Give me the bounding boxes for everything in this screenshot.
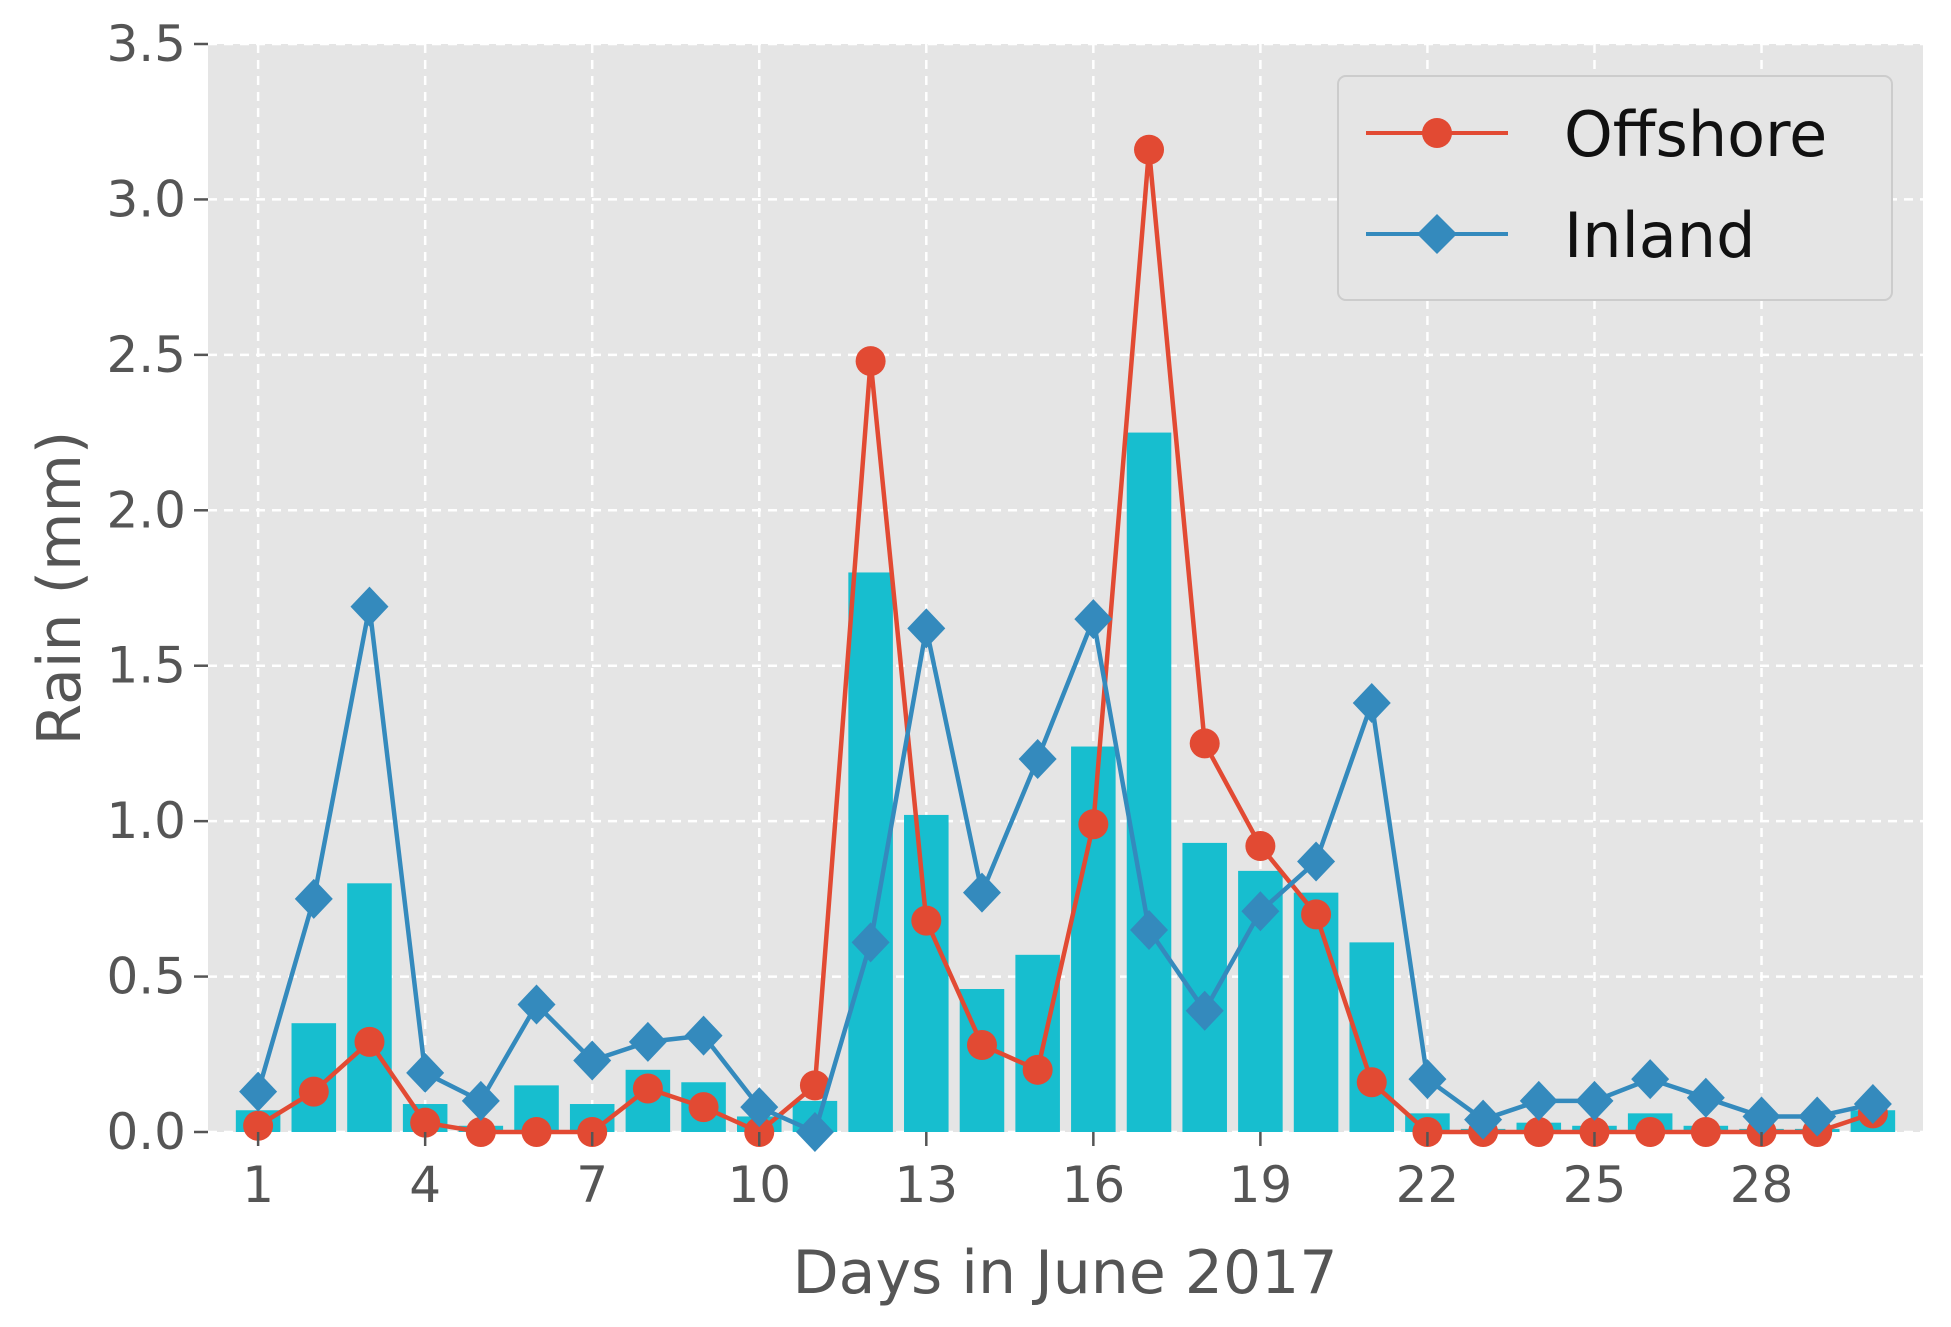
offshore-point-day-26	[1635, 1117, 1666, 1147]
x-tick-label: 19	[1229, 1156, 1293, 1214]
inland-point-day-23	[1464, 1099, 1503, 1140]
inland-point-day-13	[907, 608, 946, 649]
offshore-point-day-13	[911, 905, 942, 936]
x-tick-label: 10	[727, 1156, 791, 1214]
inland-point-day-2	[294, 878, 333, 919]
x-tick-label: 4	[409, 1156, 441, 1214]
offshore-point-day-24	[1523, 1117, 1554, 1147]
inland-point-day-7	[573, 1040, 612, 1081]
bar-day-15	[1015, 954, 1060, 1132]
offshore-point-day-16	[1078, 809, 1109, 840]
inland-point-day-28	[1742, 1096, 1781, 1137]
inland-point-day-10	[740, 1087, 779, 1128]
y-tick-label: 1.0	[106, 792, 186, 850]
inland-point-day-14	[962, 872, 1001, 913]
inland-point-day-22	[1408, 1059, 1447, 1100]
inland-point-day-11	[795, 1112, 834, 1152]
legend-offshore-marker	[1422, 118, 1452, 148]
offshore-point-day-15	[1022, 1054, 1053, 1085]
inland-point-day-18	[1185, 990, 1224, 1031]
inland-point-day-12	[851, 922, 890, 963]
offshore-point-day-20	[1301, 899, 1332, 930]
inland-point-day-21	[1352, 683, 1391, 724]
y-tick-label: 2.0	[106, 481, 186, 539]
offshore-point-day-11	[799, 1070, 830, 1101]
inland-point-day-25	[1575, 1080, 1614, 1121]
offshore-point-day-17	[1134, 134, 1165, 165]
inland-point-day-19	[1241, 891, 1280, 932]
x-tick-label: 7	[576, 1156, 608, 1214]
offshore-point-day-18	[1189, 728, 1220, 759]
offshore-point-day-3	[354, 1026, 385, 1057]
offshore-point-day-27	[1690, 1117, 1721, 1147]
bar-day-13	[904, 814, 949, 1132]
inland-point-day-30	[1853, 1084, 1892, 1125]
bar-day-17	[1126, 432, 1172, 1133]
offshore-point-day-8	[632, 1073, 663, 1104]
inland-point-day-29	[1798, 1096, 1837, 1137]
offshore-point-day-19	[1245, 831, 1276, 862]
y-tick-label: 3.0	[106, 170, 186, 228]
y-axis-title: Rain (mm)	[25, 431, 95, 746]
y-tick-label: 2.5	[106, 326, 186, 384]
inland-point-day-9	[684, 1015, 723, 1056]
bar-day-20	[1293, 892, 1339, 1132]
offshore-point-day-12	[855, 346, 886, 377]
inland-point-day-8	[628, 1021, 667, 1062]
bar-day-3	[347, 883, 392, 1132]
y-tick-label: 1.5	[106, 637, 186, 695]
offshore-point-day-14	[966, 1029, 997, 1060]
offshore-point-day-4	[410, 1107, 441, 1138]
legend-inland-marker	[1417, 214, 1457, 254]
y-tick-label: 3.5	[106, 15, 186, 73]
legend-inland-label: Inland	[1564, 199, 1755, 272]
x-tick-label: 28	[1730, 1156, 1794, 1214]
inland-point-day-15	[1018, 738, 1057, 779]
y-tick-label: 0.5	[106, 948, 186, 1006]
x-tick-label: 22	[1396, 1156, 1460, 1214]
inland-point-day-16	[1074, 599, 1113, 640]
x-tick-label: 13	[894, 1156, 958, 1214]
legend-offshore-label: Offshore	[1564, 98, 1827, 171]
inland-point-day-27	[1686, 1077, 1725, 1118]
offshore-point-day-9	[688, 1092, 719, 1123]
inland-point-day-17	[1130, 909, 1169, 950]
offshore-point-day-6	[521, 1117, 552, 1147]
inland-point-day-26	[1631, 1059, 1670, 1100]
inland-point-day-24	[1519, 1080, 1558, 1121]
x-axis-title: Days in June 2017	[792, 1238, 1337, 1308]
x-tick-label: 1	[242, 1156, 274, 1214]
inland-point-day-4	[406, 1052, 445, 1093]
inland-point-day-20	[1297, 841, 1336, 882]
x-axis-ticks: 1 4 7 10 13 16 19 22 25 28	[242, 1132, 1793, 1214]
inland-point-day-5	[461, 1080, 500, 1121]
offshore-point-day-21	[1356, 1067, 1387, 1098]
offshore-point-day-5	[465, 1117, 496, 1147]
x-tick-label: 25	[1563, 1156, 1627, 1214]
offshore-point-day-1	[243, 1110, 274, 1141]
inland-point-day-1	[239, 1071, 278, 1112]
x-tick-label: 16	[1062, 1156, 1126, 1214]
y-tick-label: 0.0	[106, 1103, 186, 1161]
offshore-point-day-2	[298, 1076, 329, 1107]
legend: Offshore Inland	[1337, 75, 1893, 301]
inland-point-day-3	[350, 586, 389, 627]
y-axis-ticks: 0.0 0.5 1.0 1.5 2.0 2.5 3.0 3.5	[106, 15, 208, 1161]
inland-point-day-6	[517, 984, 556, 1025]
